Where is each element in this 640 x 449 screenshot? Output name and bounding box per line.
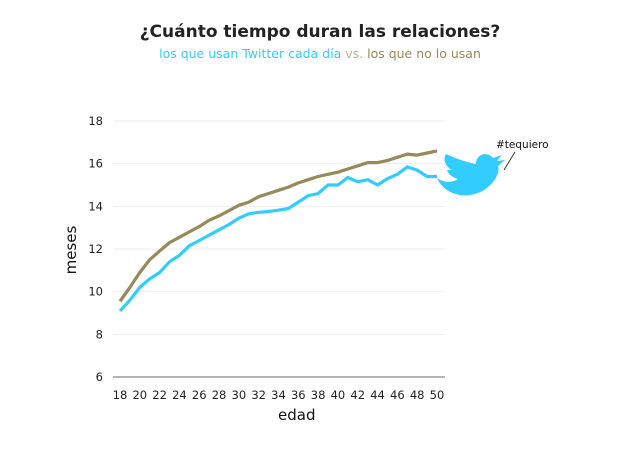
- legend-non-users: los que no lo usan: [367, 46, 481, 61]
- y-tick-label: 18: [88, 114, 103, 128]
- legend-twitter-users: los que usan Twitter cada día: [159, 46, 342, 61]
- y-tick-label: 6: [96, 370, 103, 384]
- annotation-tequiero: #tequiero: [496, 139, 549, 151]
- legend-vs: vs.: [341, 46, 368, 61]
- y-tick-label: 8: [96, 327, 103, 341]
- x-tick-label: 30: [232, 388, 247, 402]
- x-tick-label: 42: [350, 388, 365, 402]
- x-tick-label: 50: [430, 388, 445, 402]
- y-tick-label: 12: [88, 242, 103, 256]
- x-tick-label: 26: [192, 388, 207, 402]
- x-tick-label: 40: [331, 388, 346, 402]
- series-line-non-users: [118, 149, 438, 303]
- x-tick-label: 28: [212, 388, 227, 402]
- x-tick-label: 44: [370, 388, 385, 402]
- x-tick-label: 34: [271, 388, 286, 402]
- x-tick-label: 32: [251, 388, 266, 402]
- x-tick-label: 36: [291, 388, 306, 402]
- x-tick-label: 24: [172, 388, 187, 402]
- y-tick-label: 16: [88, 157, 103, 171]
- chart-title: ¿Cuánto tiempo duran las relaciones?: [139, 22, 501, 42]
- annotation-pointer: [503, 151, 516, 171]
- x-tick-label: 22: [152, 388, 167, 402]
- x-axis-label: edad: [278, 406, 315, 424]
- series-line-twitter-users: [118, 165, 437, 312]
- chart-subtitle: los que usan Twitter cada día vs. los qu…: [0, 46, 640, 61]
- x-tick-label: 18: [113, 388, 128, 402]
- y-tick-label: 14: [88, 199, 103, 213]
- x-tick-label: 20: [132, 388, 147, 402]
- y-axis-label: meses: [62, 225, 80, 274]
- x-tick-label: 38: [311, 388, 326, 402]
- x-tick-label: 46: [390, 388, 405, 402]
- y-tick-label: 10: [88, 285, 103, 299]
- x-tick-label: 48: [410, 388, 425, 402]
- twitter-bird-icon: [437, 154, 505, 196]
